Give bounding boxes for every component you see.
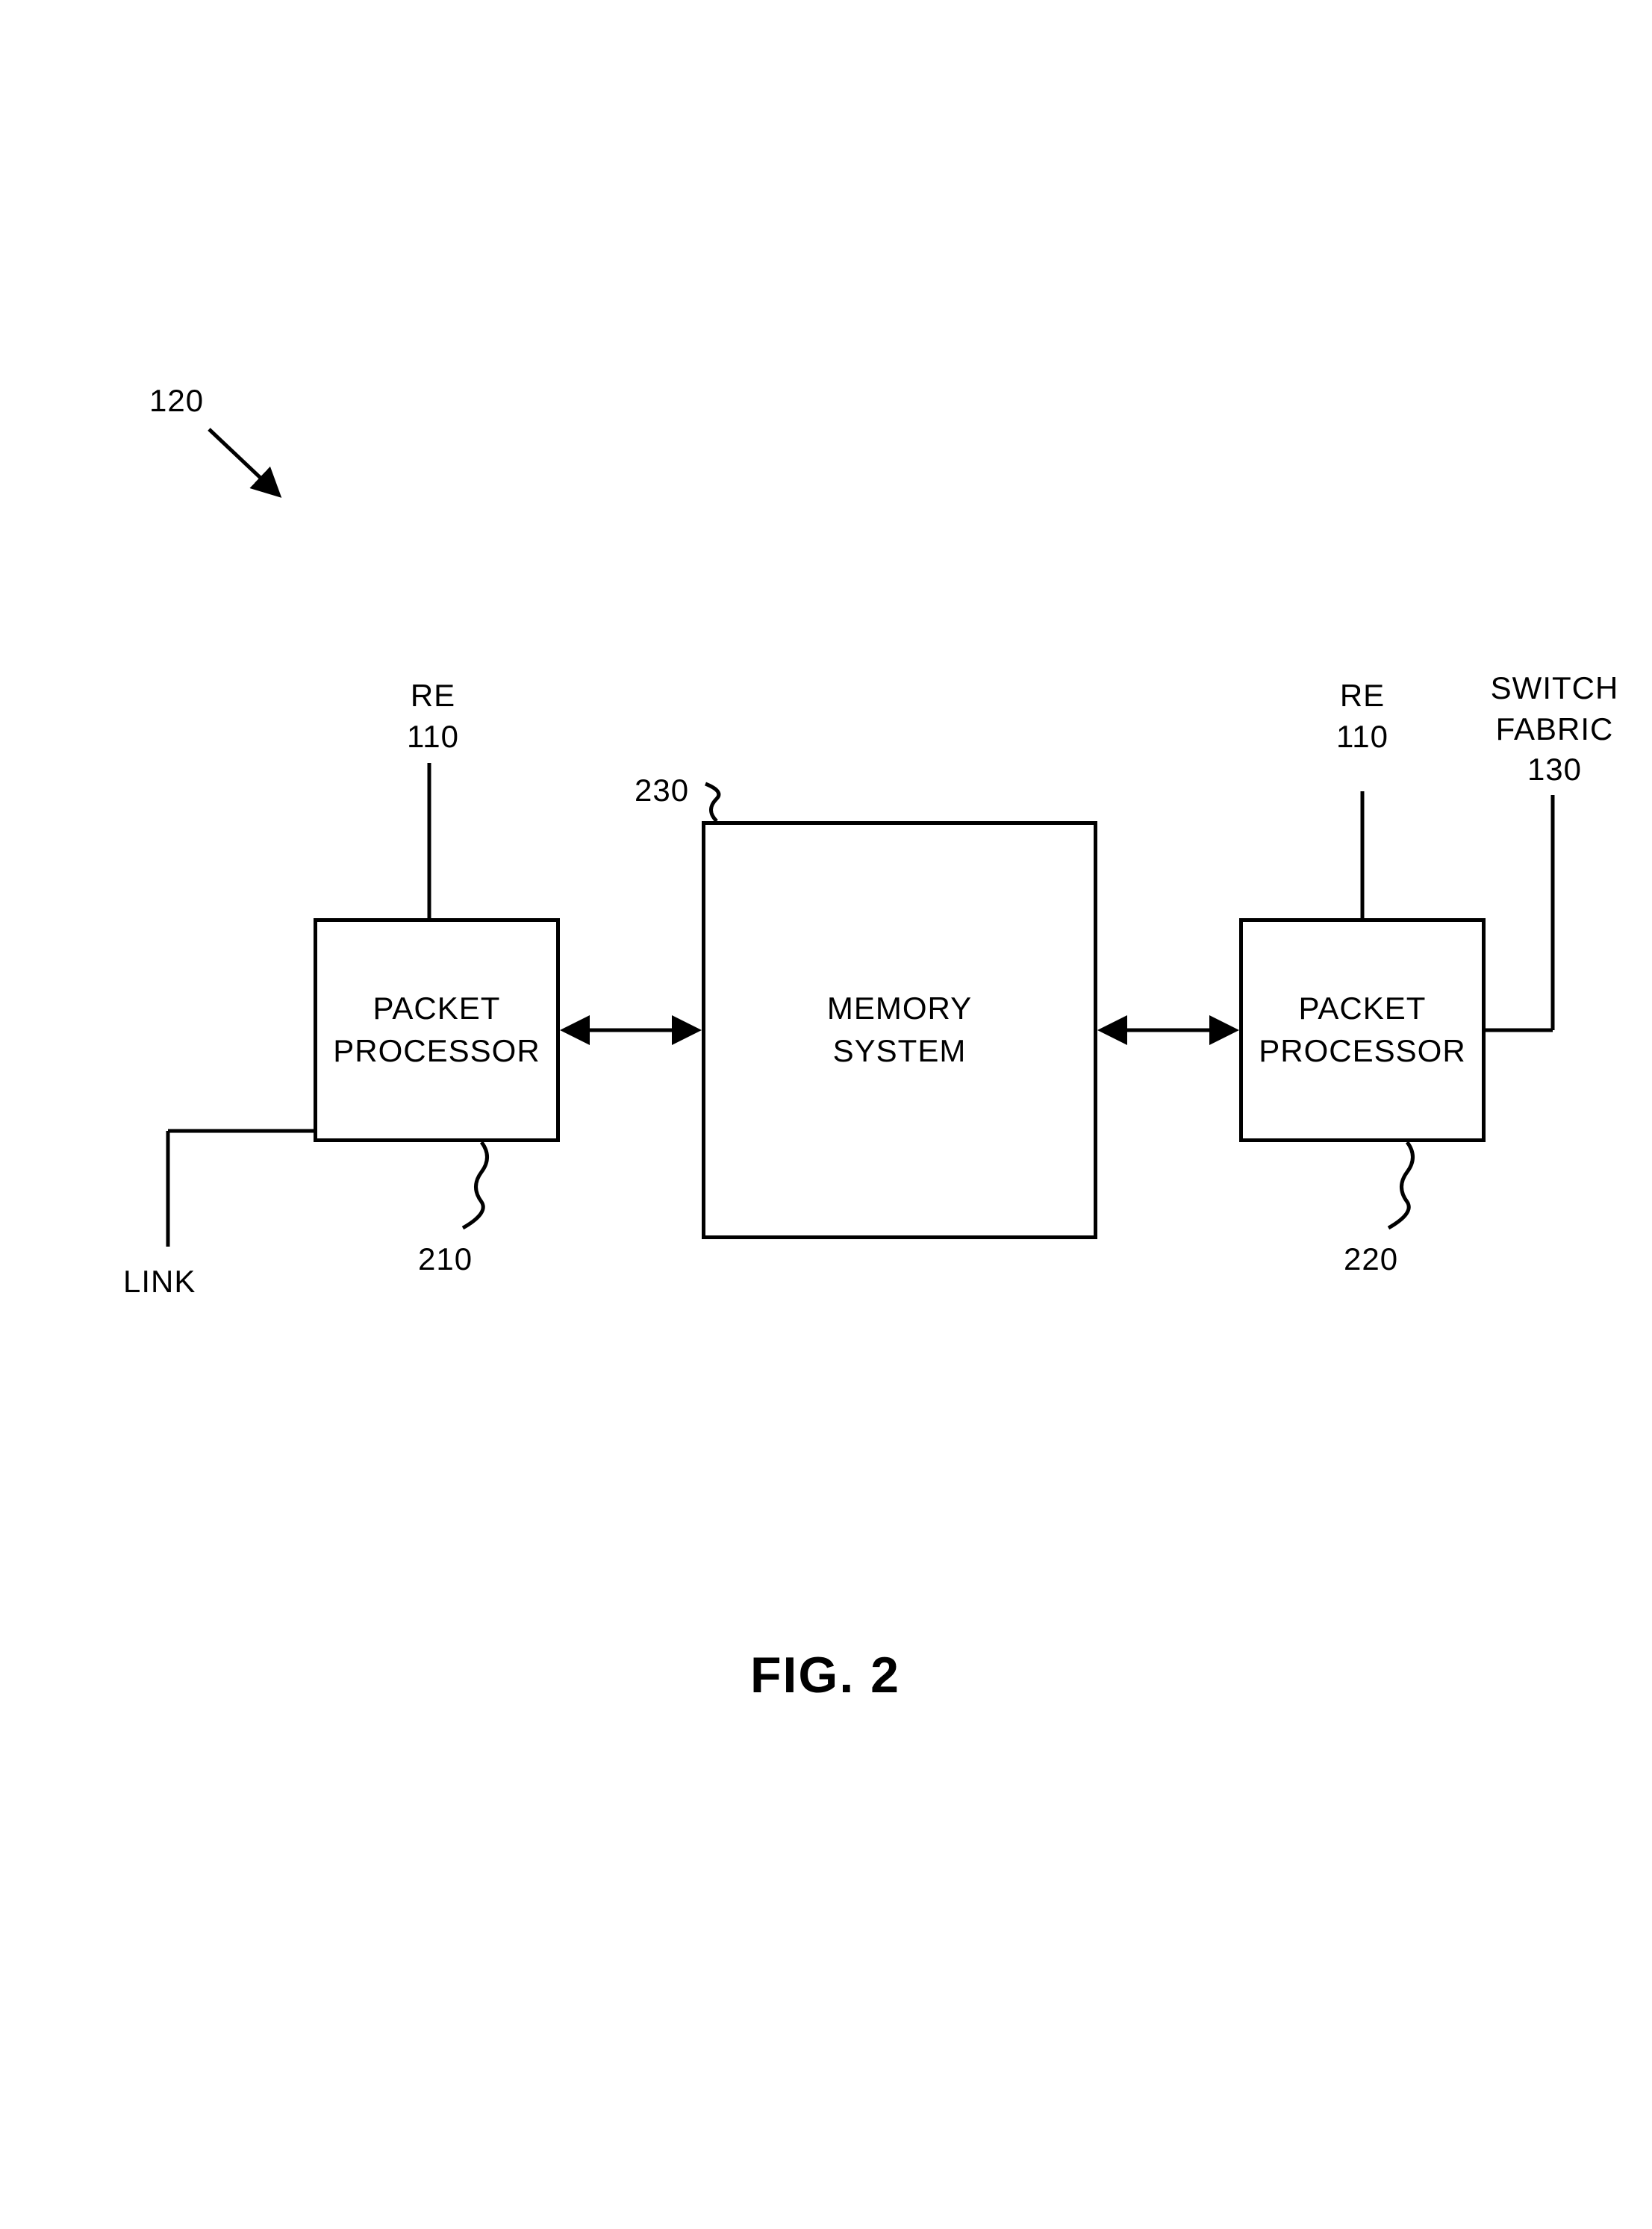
ref-210-label: 210 xyxy=(418,1239,473,1280)
squiggle-220 xyxy=(1388,1142,1413,1228)
ref-120-label: 120 xyxy=(149,381,204,422)
ref-230-label: 230 xyxy=(635,770,689,811)
packet-processor-left-box: PACKETPROCESSOR xyxy=(314,918,560,1142)
re-left-label: RE110 xyxy=(399,676,467,757)
packet-processor-right-box: PACKETPROCESSOR xyxy=(1239,918,1486,1142)
figure-title: FIG. 2 xyxy=(750,1646,900,1704)
squiggle-210 xyxy=(463,1142,487,1228)
memory-system-box: MEMORYSYSTEM xyxy=(702,821,1097,1239)
packet-processor-left-label: PACKETPROCESSOR xyxy=(333,988,540,1072)
packet-processor-right-label: PACKETPROCESSOR xyxy=(1259,988,1465,1072)
re-right-label: RE110 xyxy=(1329,676,1396,757)
ref-120-arrow xyxy=(209,429,276,493)
squiggle-230 xyxy=(705,784,719,821)
memory-system-label: MEMORYSYSTEM xyxy=(827,988,972,1072)
switch-fabric-label: SWITCHFABRIC130 xyxy=(1489,668,1620,791)
ref-220-label: 220 xyxy=(1344,1239,1398,1280)
link-label: LINK xyxy=(123,1262,196,1303)
diagram-canvas: PACKETPROCESSOR MEMORYSYSTEM PACKETPROCE… xyxy=(0,0,1652,2229)
